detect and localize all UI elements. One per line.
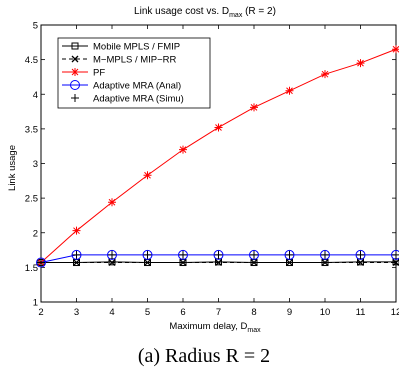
data-point: [108, 250, 116, 259]
data-point: [143, 171, 152, 180]
legend: Mobile MPLS / FMIP M−MPLS / MIP−RR PF Adapt…: [57, 37, 211, 109]
figure-caption: (a) Radius R = 2: [138, 345, 270, 367]
data-point: [73, 259, 80, 266]
y-tick-label: 3.5: [25, 124, 38, 135]
data-point: [391, 249, 399, 260]
data-point: [71, 55, 79, 63]
x-tick-label: 6: [180, 307, 185, 318]
x-tick-label: 12: [391, 307, 399, 318]
y-tick-label: 4: [33, 90, 38, 101]
data-point: [178, 249, 188, 260]
data-point: [321, 259, 329, 266]
axis-ticks: 2 3 4 5 6 7 8 9 10 11 12 1 1.5 2 2.5 3 3.5 4 4.5 5: [25, 21, 399, 319]
data-point: [70, 80, 80, 90]
data-point: [250, 250, 258, 259]
legend-label: Adaptive MRA (Anal): [93, 81, 181, 92]
data-point: [249, 249, 259, 260]
data-point: [392, 45, 399, 54]
legend-label: PF: [93, 68, 105, 79]
x-tick-label: 2: [38, 307, 43, 318]
data-point: [143, 250, 152, 259]
data-point: [72, 226, 81, 235]
data-point: [142, 249, 153, 260]
series-layer: [36, 45, 399, 268]
data-point: [179, 250, 187, 259]
data-point: [214, 123, 223, 132]
y-tick-label: 2.5: [25, 194, 38, 205]
legend-entry: Adaptive MRA (Anal): [62, 80, 181, 92]
data-point: [357, 259, 364, 266]
data-point: [356, 250, 365, 259]
x-tick-label: 9: [287, 307, 292, 318]
y-tick-label: 3: [33, 159, 38, 170]
legend-entry: Mobile MPLS / FMIP: [62, 42, 180, 53]
series-plus: [37, 250, 399, 267]
data-point: [37, 258, 45, 267]
y-tick-label: 5: [33, 21, 38, 32]
data-point: [144, 259, 151, 266]
data-point: [321, 250, 329, 259]
chart-title: Link usage cost vs. Dmax (R = 2): [134, 6, 276, 19]
data-point: [285, 86, 294, 95]
series-x: [37, 259, 399, 266]
data-point: [71, 94, 79, 102]
data-point: [108, 259, 116, 266]
data-point: [286, 259, 293, 266]
data-point: [107, 249, 117, 260]
data-point: [321, 70, 329, 79]
legend-label: M−MPLS / MIP−RR: [93, 55, 177, 66]
data-point: [36, 257, 46, 268]
data-point: [214, 250, 223, 259]
x-tick-label: 11: [356, 307, 366, 318]
legend-box: [57, 37, 211, 109]
data-point: [284, 249, 295, 260]
data-point: [179, 259, 187, 266]
data-point: [71, 68, 79, 76]
legend-label: Mobile MPLS / FMIP: [93, 42, 180, 53]
legend-entry: PF: [62, 68, 105, 79]
data-point: [250, 259, 258, 266]
data-point: [392, 259, 399, 266]
x-tick-label: 4: [109, 307, 114, 318]
y-tick-label: 4.5: [25, 55, 38, 66]
data-point: [213, 249, 224, 260]
data-point: [285, 250, 294, 259]
legend-label: Adaptive MRA (Simu): [93, 94, 184, 105]
legend-entry: Adaptive MRA (Simu): [71, 94, 184, 105]
x-tick-label: 7: [216, 307, 221, 318]
data-point: [71, 42, 79, 50]
x-tick-label: 3: [74, 307, 79, 318]
x-tick-label: 5: [145, 307, 150, 318]
y-tick-label: 1.5: [25, 263, 38, 274]
data-point: [108, 198, 116, 207]
x-tick-label: 8: [251, 307, 256, 318]
y-tick-label: 2: [33, 228, 38, 239]
data-point: [179, 145, 187, 154]
legend-entry: M−MPLS / MIP−RR: [62, 55, 177, 66]
data-point: [356, 59, 365, 68]
data-point: [320, 249, 330, 260]
data-point: [71, 249, 82, 260]
data-point: [215, 259, 222, 266]
data-point: [72, 250, 81, 259]
y-axis-label: Link usage: [7, 145, 18, 191]
data-point: [355, 249, 366, 260]
x-tick-label: 10: [320, 307, 331, 318]
x-axis-label: Maximum delay, Dmax: [169, 321, 261, 334]
y-tick-label: 1: [33, 298, 38, 309]
data-point: [250, 103, 258, 112]
